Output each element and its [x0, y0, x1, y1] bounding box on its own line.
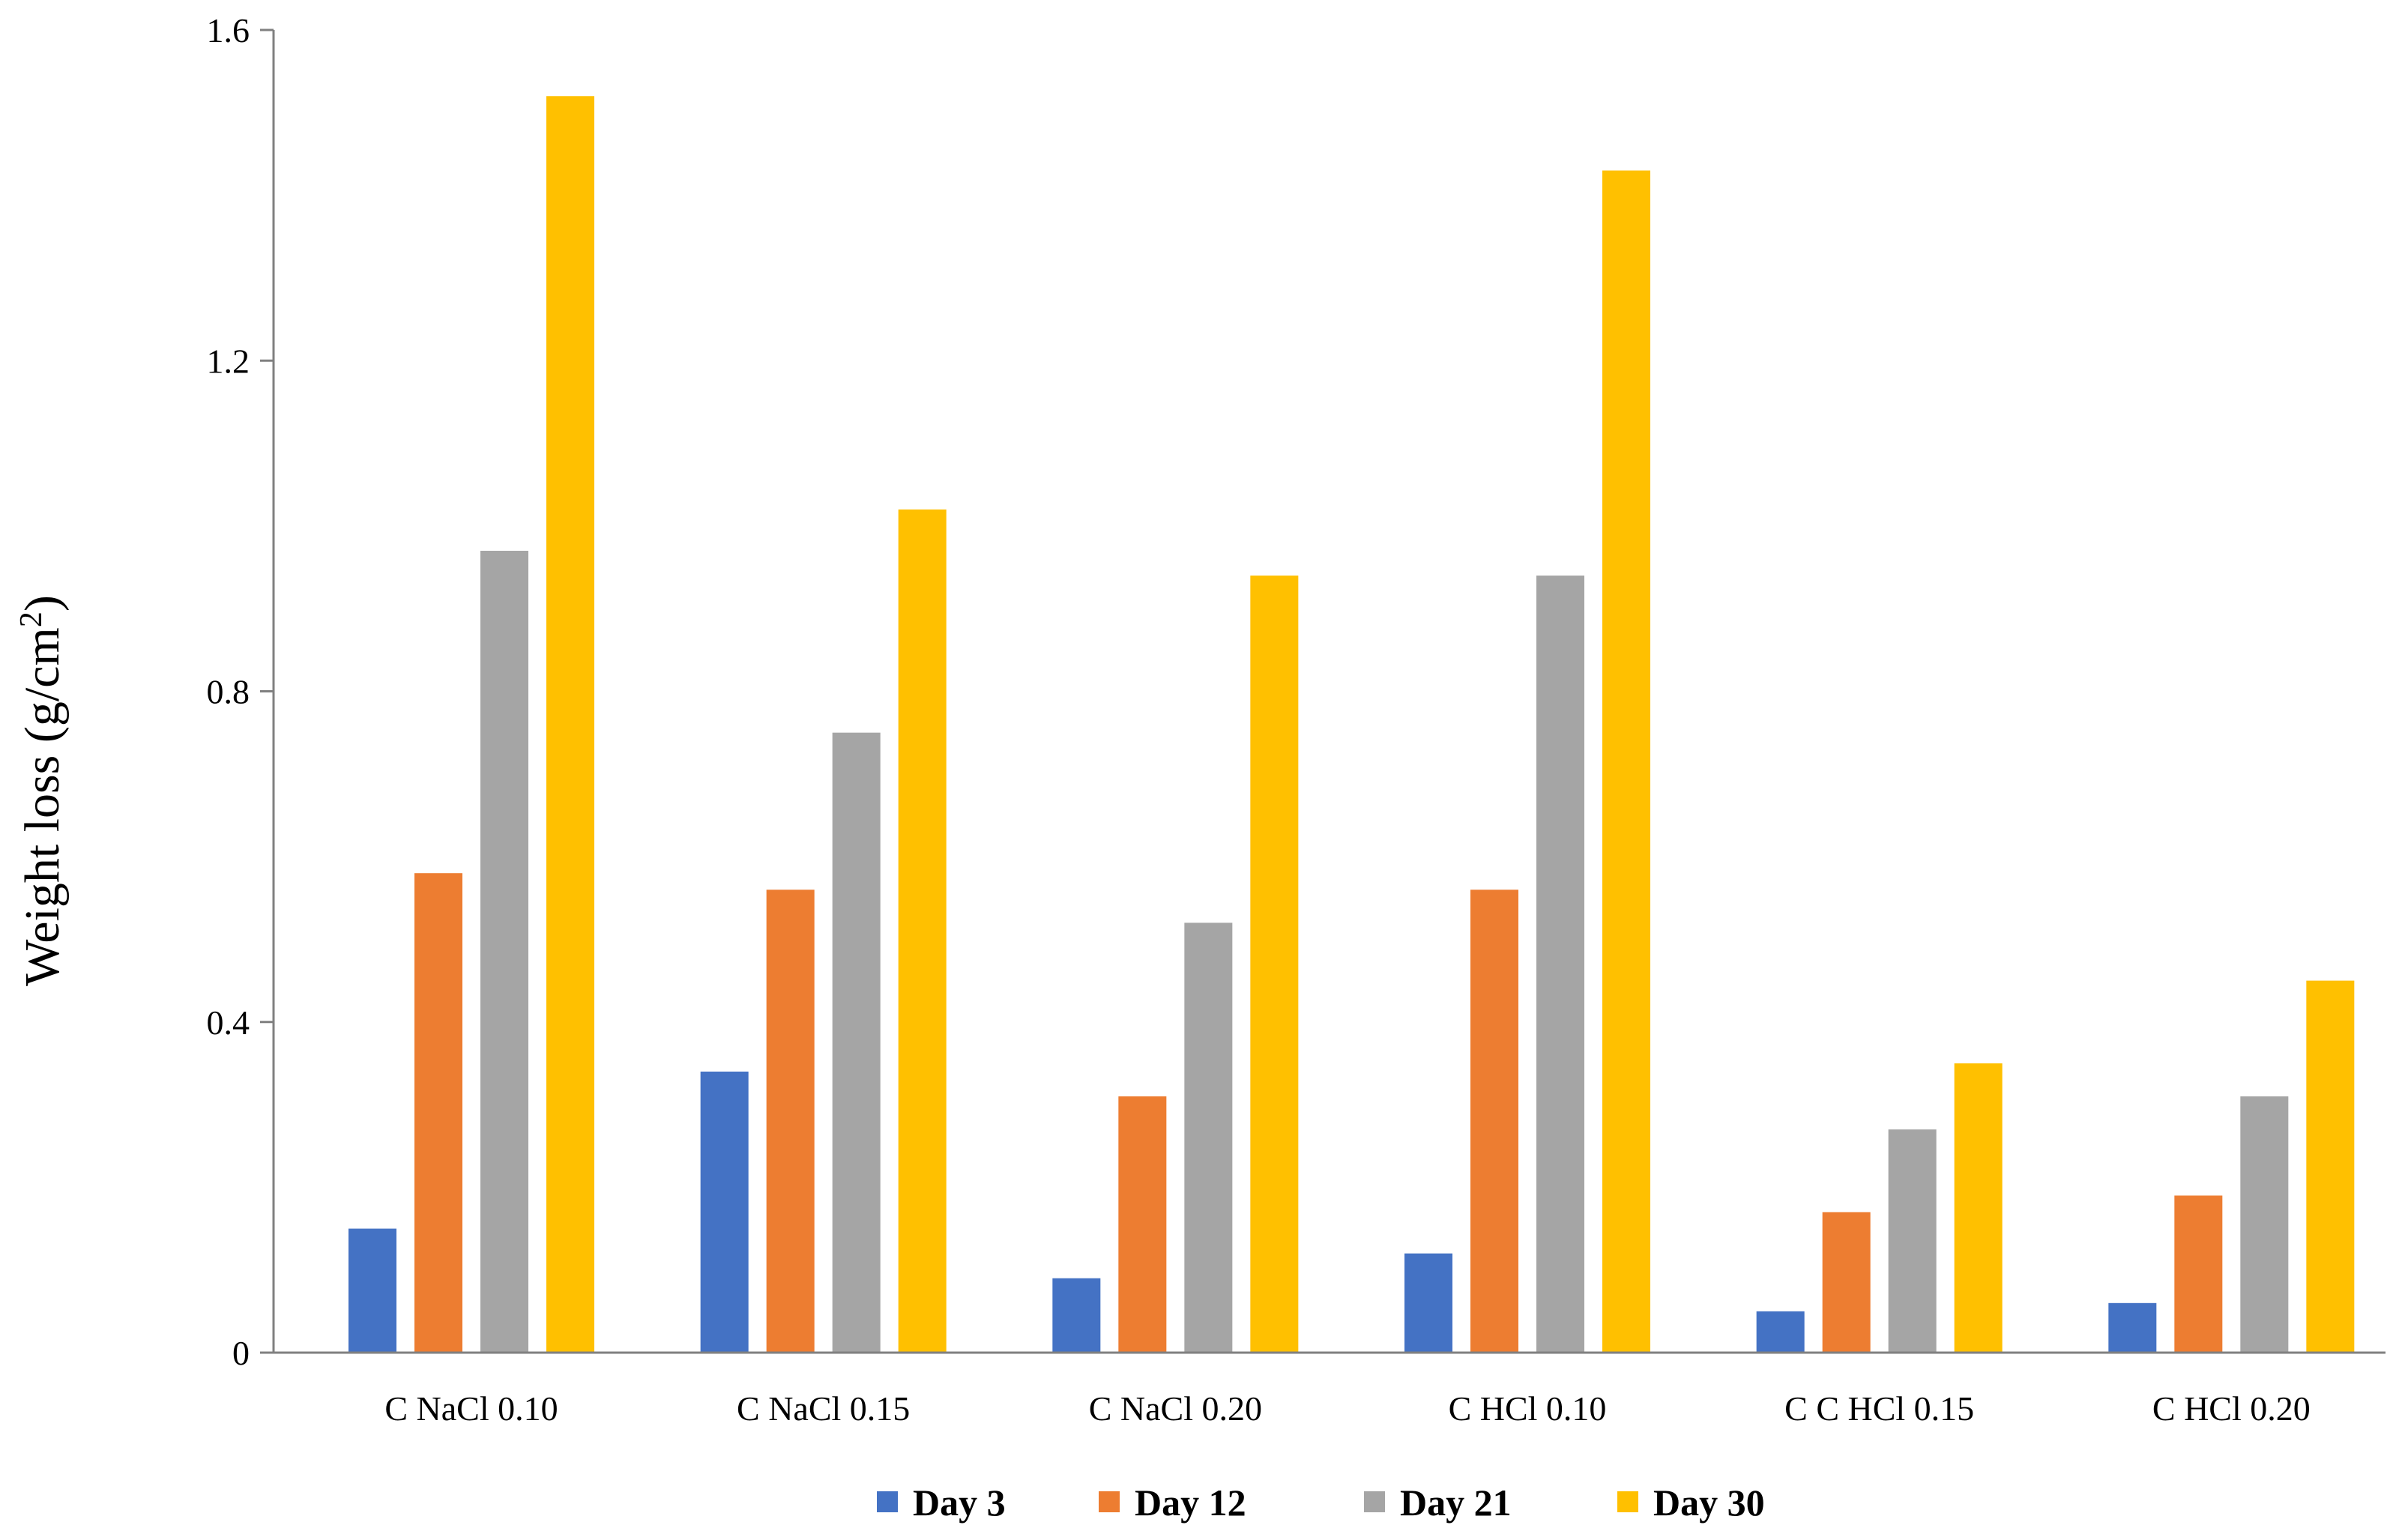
y-tick-label: 0	[232, 1334, 250, 1372]
axes	[272, 30, 2386, 1354]
bar-day-21-3	[1184, 923, 1233, 1353]
bar-day-12-6	[2174, 1195, 2223, 1353]
bar-day-3-2	[700, 1071, 749, 1353]
legend-swatch	[877, 1491, 898, 1512]
y-tick-label: 1.6	[207, 11, 250, 49]
legend-label: Day 21	[1400, 1482, 1512, 1524]
bar-day-21-4	[1536, 576, 1584, 1353]
bars-group	[348, 96, 2355, 1353]
y-axis-label: Weight loss (g/cm2)	[14, 595, 70, 986]
bar-day-12-4	[1470, 890, 1518, 1353]
bar-day-12-2	[766, 890, 815, 1353]
legend-label: Day 30	[1653, 1482, 1765, 1524]
y-axis-ticks: 0 0.4 0.8 1.2 1.6	[207, 11, 274, 1372]
bar-day-12-3	[1118, 1096, 1167, 1353]
y-tick-label: 0.8	[207, 673, 250, 711]
bar-day-30-6	[2306, 980, 2355, 1353]
legend-label: Day 12	[1135, 1482, 1246, 1524]
x-category-label: C C HCl 0.15	[1784, 1389, 1974, 1428]
bar-day-3-3	[1052, 1278, 1101, 1353]
bar-day-30-2	[898, 509, 947, 1353]
bar-day-12-5	[1822, 1212, 1871, 1353]
legend-label: Day 3	[913, 1482, 1006, 1524]
x-category-label: C HCl 0.10	[1449, 1389, 1607, 1428]
y-tick-label: 0.4	[207, 1003, 250, 1042]
legend-swatch	[1364, 1491, 1385, 1512]
bar-day-30-3	[1250, 576, 1299, 1353]
bar-day-21-2	[832, 732, 881, 1353]
y-axis-label-main: Weight loss (g/cm	[15, 627, 70, 986]
x-category-label: C HCl 0.20	[2152, 1389, 2311, 1428]
bar-day-3-1	[348, 1228, 396, 1353]
x-category-label: C NaCl 0.20	[1089, 1389, 1262, 1428]
bar-day-30-5	[1954, 1063, 2003, 1353]
bar-day-30-4	[1602, 170, 1650, 1353]
bar-day-21-1	[480, 550, 528, 1353]
bar-day-3-5	[1756, 1311, 1805, 1353]
legend-swatch	[1617, 1491, 1638, 1512]
y-axis-label-text: Weight loss (g/cm2)	[14, 595, 70, 986]
legend-swatch	[1099, 1491, 1120, 1512]
bar-day-12-1	[414, 873, 462, 1353]
bar-day-3-4	[1404, 1253, 1452, 1353]
y-axis-label-superscript: 2	[14, 612, 49, 627]
legend: Day 3 Day 12 Day 21 Day 30	[877, 1482, 1765, 1524]
bar-day-30-1	[546, 96, 594, 1353]
x-axis-category-labels: C NaCl 0.10 C NaCl 0.15 C NaCl 0.20 C HCl 0…	[384, 1389, 2310, 1428]
x-category-label: C NaCl 0.10	[384, 1389, 558, 1428]
y-axis-label-close: )	[15, 595, 70, 612]
bar-day-3-6	[2108, 1302, 2157, 1353]
bar-day-21-5	[1888, 1129, 1937, 1353]
bar-day-21-6	[2240, 1096, 2289, 1353]
x-category-label: C NaCl 0.15	[737, 1389, 910, 1428]
y-tick-label: 1.2	[207, 342, 250, 380]
